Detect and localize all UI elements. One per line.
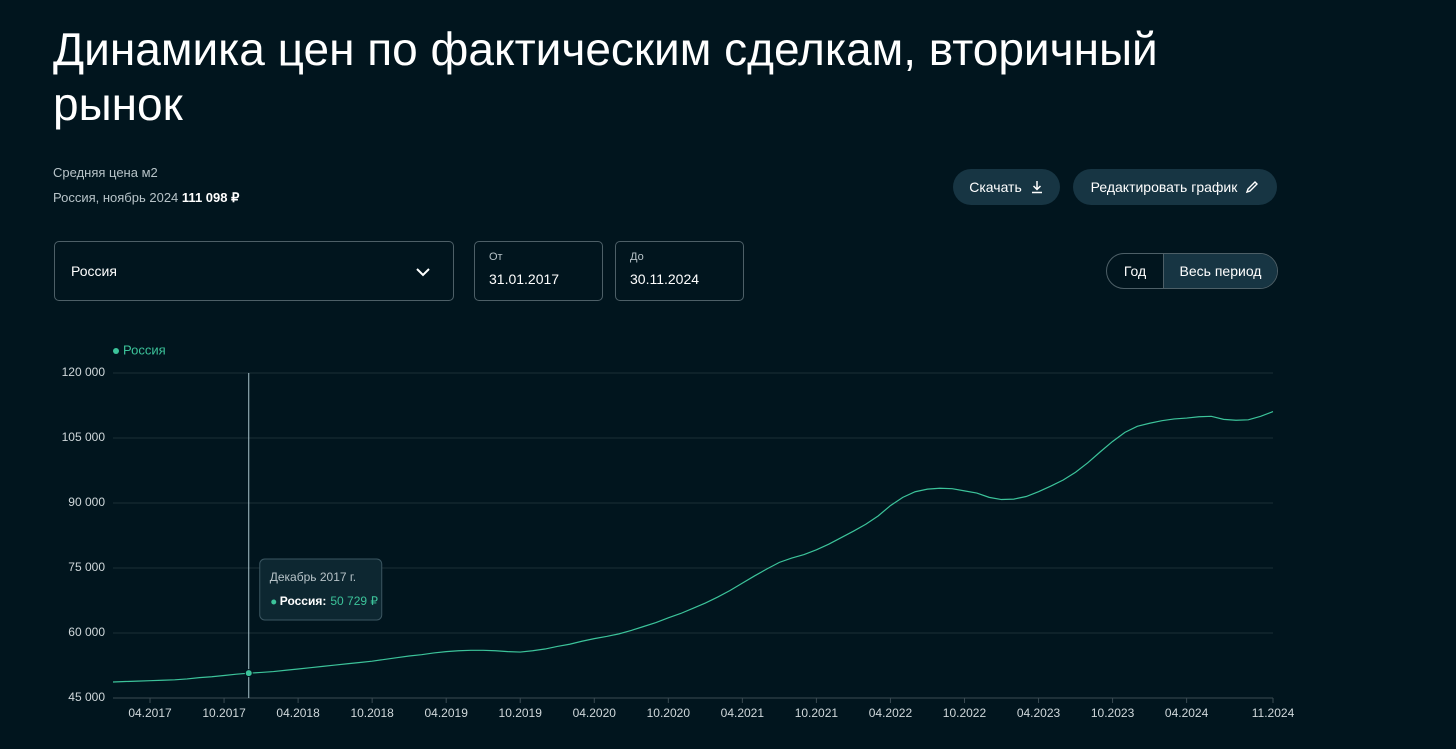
edit-button[interactable]: Редактировать график bbox=[1073, 169, 1277, 205]
tooltip-series: Россия: bbox=[280, 594, 327, 608]
x-tick-label: 10.2017 bbox=[202, 706, 246, 720]
legend-label: Россия bbox=[123, 342, 166, 357]
period-year[interactable]: Год bbox=[1123, 263, 1147, 279]
x-tick-label: 10.2018 bbox=[350, 706, 394, 720]
x-tick-label: 11.2024 bbox=[1252, 706, 1295, 720]
x-tick-label: 10.2022 bbox=[943, 706, 987, 720]
page-title: Динамика цен по фактическим сделкам, вто… bbox=[53, 23, 1158, 130]
x-tick-label: 04.2021 bbox=[721, 706, 765, 720]
from-label: От bbox=[489, 251, 503, 263]
date-from[interactable]: От 31.01.2017 bbox=[474, 241, 603, 301]
y-tick-label: 105 000 bbox=[62, 430, 106, 444]
x-tick-label: 04.2018 bbox=[276, 706, 320, 720]
line-series bbox=[112, 411, 1274, 683]
x-tick-label: 10.2019 bbox=[499, 706, 543, 720]
edit-icon bbox=[1246, 181, 1259, 194]
subtitle: Средняя цена м2 bbox=[53, 165, 158, 180]
x-tick-label: 04.2017 bbox=[128, 706, 172, 720]
legend-dot bbox=[113, 348, 119, 354]
date-to[interactable]: До 30.11.2024 bbox=[615, 241, 744, 301]
region-value: Россия bbox=[71, 263, 117, 279]
x-tick-label: 10.2023 bbox=[1091, 706, 1135, 720]
tooltip-title: Декабрь 2017 г. bbox=[270, 570, 356, 584]
x-tick-label: 04.2020 bbox=[573, 706, 617, 720]
download-label: Скачать bbox=[969, 179, 1022, 195]
x-tick-label: 10.2021 bbox=[795, 706, 839, 720]
tooltip-dot bbox=[271, 599, 277, 605]
x-tick-label: 04.2022 bbox=[869, 706, 913, 720]
y-tick-label: 60 000 bbox=[68, 625, 105, 639]
x-tick-label: 10.2020 bbox=[647, 706, 691, 720]
y-tick-label: 120 000 bbox=[62, 365, 106, 379]
from-value: 31.01.2017 bbox=[489, 271, 560, 287]
y-tick-label: 45 000 bbox=[68, 690, 105, 704]
download-icon bbox=[1031, 181, 1042, 194]
current-price: 111 098 ₽ bbox=[181, 190, 240, 205]
edit-label: Редактировать график bbox=[1090, 179, 1238, 195]
period-toggle: Год Весь период bbox=[1106, 253, 1278, 289]
tooltip-box bbox=[259, 558, 383, 621]
download-button[interactable]: Скачать bbox=[953, 169, 1060, 205]
region-select[interactable]: Россия bbox=[54, 241, 454, 301]
region-date: Россия, ноябрь 2024 bbox=[53, 190, 179, 205]
y-tick-label: 90 000 bbox=[68, 495, 105, 509]
x-tick-label: 04.2023 bbox=[1017, 706, 1061, 720]
x-tick-label: 04.2019 bbox=[424, 706, 468, 720]
summary: Россия, ноябрь 2024 111 098 ₽ bbox=[53, 190, 239, 206]
period-all[interactable]: Весь период bbox=[1163, 254, 1277, 288]
hover-point bbox=[244, 669, 253, 678]
tooltip-label: Россия: 50 729 ₽ bbox=[280, 594, 379, 608]
chevron-icon bbox=[416, 268, 430, 277]
x-tick-label: 04.2024 bbox=[1165, 706, 1209, 720]
y-tick-label: 75 000 bbox=[68, 560, 105, 574]
to-label: До bbox=[630, 251, 644, 263]
to-value: 30.11.2024 bbox=[630, 271, 700, 287]
tooltip-value: 50 729 ₽ bbox=[330, 594, 378, 608]
